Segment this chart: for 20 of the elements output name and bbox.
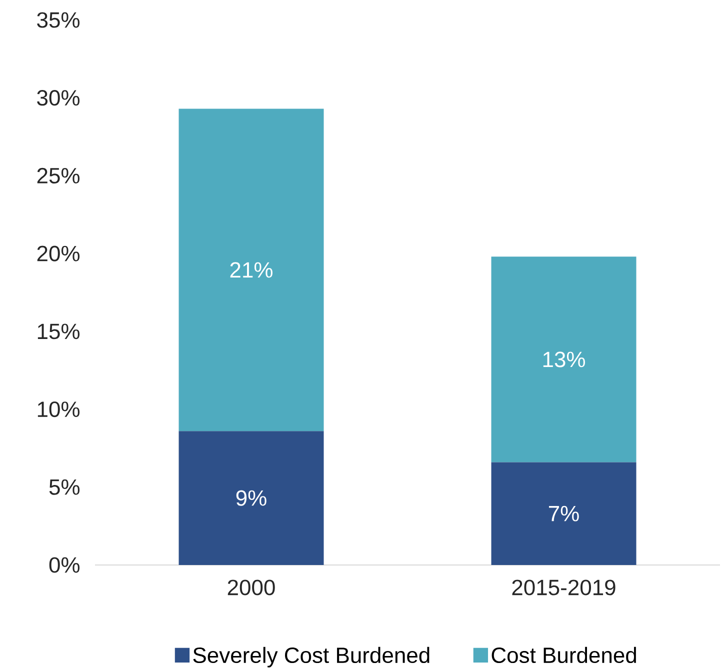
bar: [178, 108, 324, 432]
data-label: 9%: [236, 490, 266, 506]
data-label: 13%: [543, 352, 585, 368]
x-tick-label: 2000: [228, 580, 275, 596]
y-tick-label: 35%: [37, 12, 80, 28]
data-label: 7%: [548, 506, 579, 522]
legend-label: Severely Cost Burdened: [193, 646, 430, 668]
y-tick-label: 10%: [38, 401, 80, 418]
bar: [178, 431, 324, 565]
x-tick-label: 2015-2019: [512, 580, 616, 596]
legend-label: Cost Burdened: [492, 646, 636, 664]
data-label: 21%: [230, 262, 272, 278]
y-tick-label: 30%: [37, 90, 80, 106]
y-tick-label: 0%: [49, 557, 80, 573]
y-tick-label: 20%: [37, 246, 80, 262]
bar: [491, 462, 636, 565]
y-tick-label: 15%: [38, 324, 80, 340]
y-tick-label: 5%: [49, 479, 80, 495]
bar: [491, 256, 636, 462]
y-tick-label: 25%: [37, 168, 80, 184]
